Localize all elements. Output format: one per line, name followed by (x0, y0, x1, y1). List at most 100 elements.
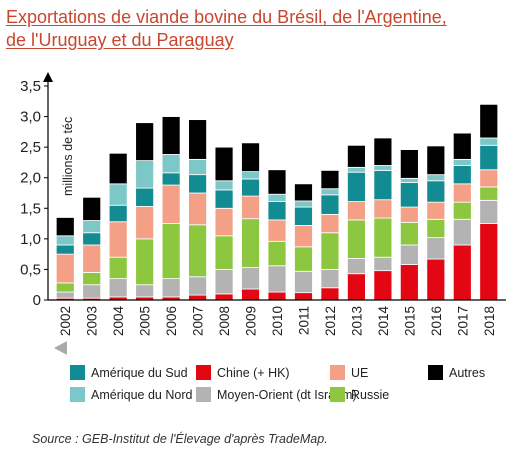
bar-segment (479, 199, 499, 224)
bar-segment (267, 240, 287, 267)
bar-segment (452, 218, 472, 246)
x-tick-label: 2010 (270, 306, 285, 336)
bar-segment (214, 235, 234, 270)
bar-segment (82, 244, 102, 273)
x-axis-arrow (54, 341, 67, 355)
x-tick-label: 2015 (402, 306, 417, 336)
bar-segment (294, 225, 313, 248)
x-tick-label: 2002 (58, 306, 73, 336)
bar-segment (188, 192, 207, 226)
bar-segment (161, 278, 181, 298)
bar-segment (135, 187, 155, 207)
bar-segment (294, 270, 313, 294)
bar-segment (373, 137, 393, 166)
bar-segment (135, 284, 155, 298)
y-tick-label: 2,5 (20, 139, 41, 156)
chart-title-line-1: Exportations de viande bovine du Brésil,… (6, 7, 447, 27)
legend-swatch (70, 365, 85, 380)
bar-segment (294, 206, 313, 226)
bar-segment (214, 269, 234, 295)
legend-swatch (330, 365, 345, 380)
bar-segment (479, 223, 499, 301)
bar-segment (108, 256, 128, 280)
x-tick-label: 2014 (376, 306, 391, 337)
bar-segment (452, 165, 472, 185)
bar-segment (294, 183, 313, 202)
bar-segment (108, 221, 128, 258)
bar-segment (452, 132, 472, 160)
bar-segment (479, 169, 499, 188)
bar-segment (108, 204, 128, 223)
bar-segment (161, 116, 181, 155)
y-tick-label: 3,0 (20, 109, 41, 126)
y-tick-label: 1,5 (20, 200, 41, 217)
chart-title: Exportations de viande bovine du Brésil,… (6, 6, 526, 52)
bar-segment (320, 188, 340, 196)
bar-segment (135, 122, 155, 162)
bar-segment (426, 180, 446, 203)
bar-segment (214, 207, 234, 237)
x-tick-label: 2018 (482, 306, 497, 336)
bar-segment (82, 196, 102, 221)
bar-segment (82, 232, 102, 246)
bar-segment (347, 166, 366, 173)
bar-segment (214, 293, 234, 301)
bar-segment (82, 220, 102, 234)
legend-label: Amérique du Nord (91, 388, 192, 402)
bar-segment (267, 169, 287, 195)
bar-segment (479, 137, 499, 146)
legend: Amérique du Sud Chine (+ HK) UE Autres Améri… (70, 365, 485, 402)
y-tick-label: 0,5 (20, 261, 41, 278)
bar-segment (294, 246, 313, 272)
bar-segment (479, 103, 499, 139)
bar-segment (320, 169, 340, 190)
bar-segment (452, 244, 472, 301)
bar-segment (267, 193, 287, 202)
bar-segment (426, 218, 446, 239)
bar-segment (241, 178, 260, 197)
bar-segment (241, 288, 260, 301)
x-tick-label: 2017 (455, 306, 470, 336)
bar-segment (55, 217, 75, 237)
bar-segment (373, 217, 393, 258)
y-tick-label: 0 (33, 292, 41, 309)
bar-segment (241, 195, 260, 220)
x-tick-label: 2013 (349, 306, 364, 336)
bar-segment (241, 267, 260, 290)
bar-segment (320, 194, 340, 215)
bar-segment (135, 206, 155, 240)
bar-segment (320, 287, 340, 301)
legend-swatch (196, 387, 211, 402)
bar-segment (241, 218, 260, 268)
bar-segment (267, 219, 287, 242)
bar-segment (188, 174, 207, 194)
bar-segment (452, 183, 472, 203)
x-tick-label: 2008 (217, 306, 232, 336)
x-axis: 2002 2003 2004 2005 2006 2007 2008 2009 2010 2011… (48, 299, 506, 355)
bar-segment (320, 213, 340, 234)
bar-segment (135, 160, 155, 189)
bar-segment (399, 264, 419, 301)
bar-segment (267, 291, 287, 301)
y-tick-label: 3,5 (20, 78, 41, 95)
bar-segment (267, 201, 287, 221)
chart-title-line-2: de l'Uruguay et du Paraguay (6, 30, 234, 50)
bar-segment (214, 189, 234, 209)
bar-segment (188, 276, 207, 296)
bar-segment (267, 265, 287, 293)
bar-segment (479, 186, 499, 201)
bar-segment (399, 221, 419, 246)
bar-segment (82, 284, 102, 299)
bar-segment (82, 272, 102, 286)
bar-segment (320, 232, 340, 270)
x-tick-label: 2007 (191, 306, 206, 336)
bar-segment (214, 180, 234, 191)
source-note: Source : GEB-Institut de l'Élevage d'apr… (32, 432, 328, 446)
bar-segment (161, 154, 181, 174)
bar-segment (426, 174, 446, 182)
y-axis: 0 0,5 1,0 1,5 2,0 2,5 3,0 3,5 millions de téc (20, 72, 75, 309)
x-tick-label: 2005 (138, 306, 153, 336)
bar-segment (55, 253, 75, 284)
legend-label: Moyen-Orient (dt Israëm) (217, 388, 357, 402)
